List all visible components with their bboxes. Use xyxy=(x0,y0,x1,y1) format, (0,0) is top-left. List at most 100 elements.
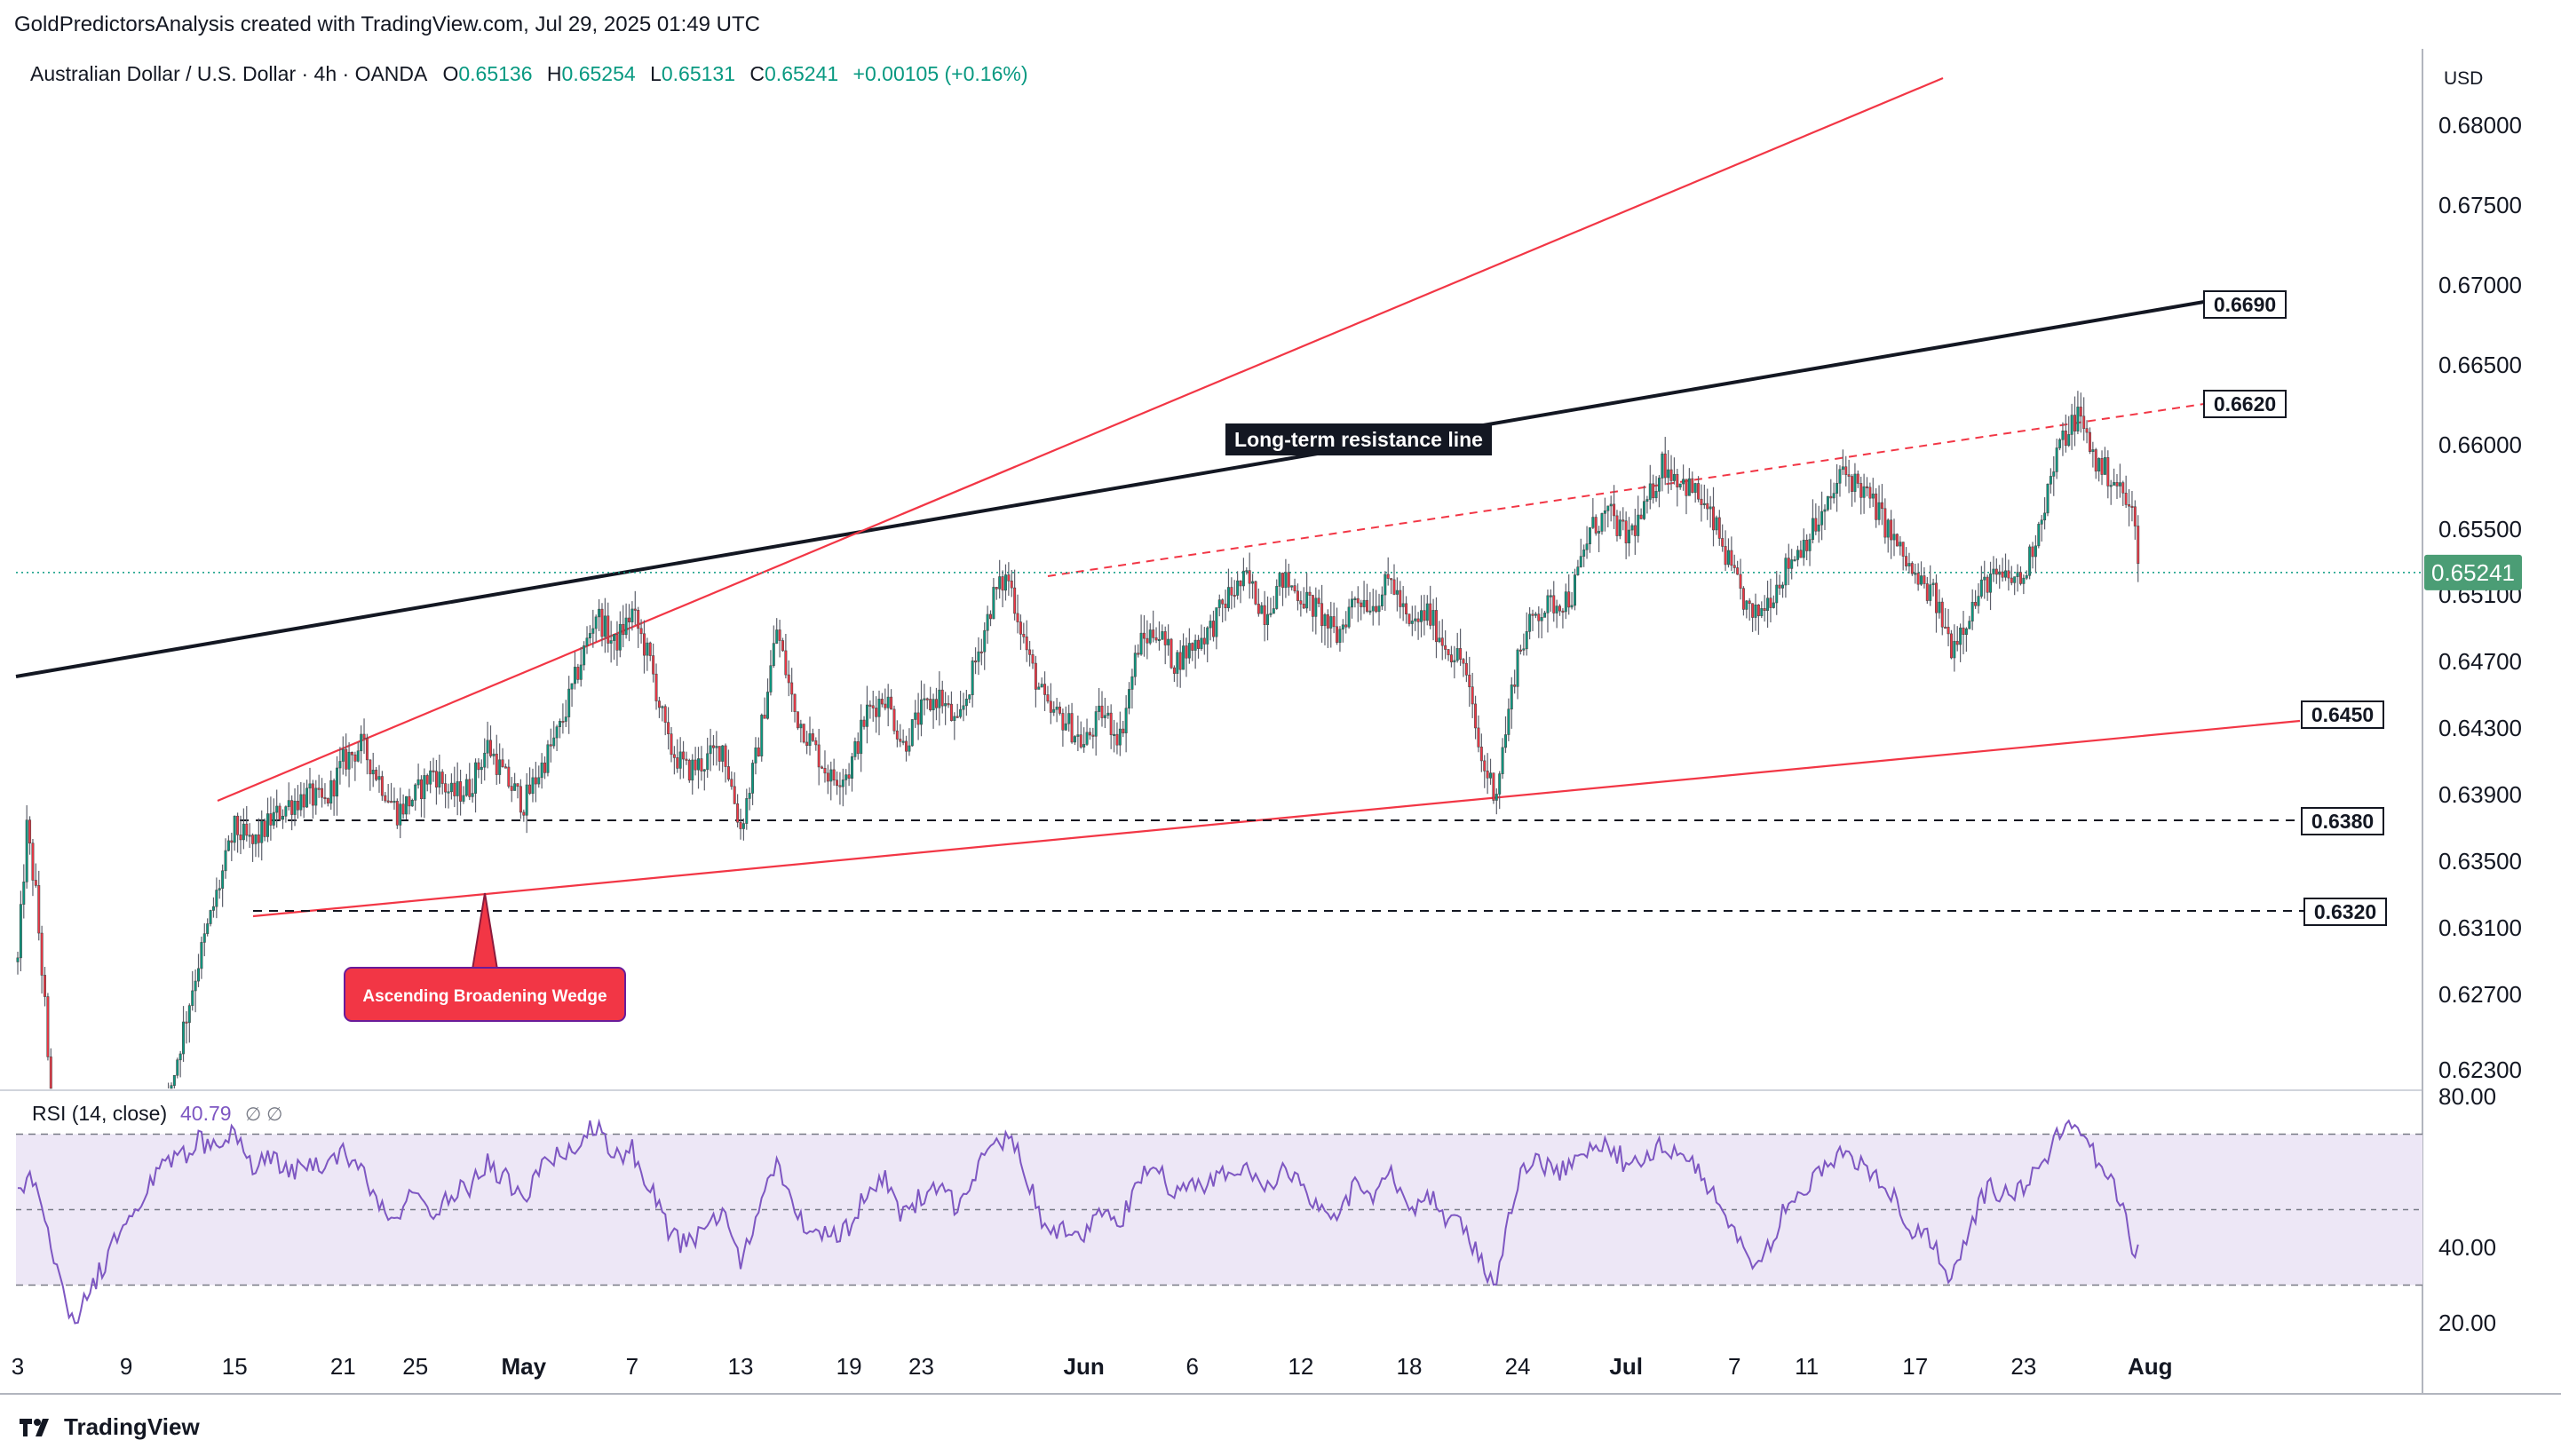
candle-down xyxy=(700,758,703,772)
candle-down xyxy=(730,779,733,787)
candle-down xyxy=(1263,605,1266,625)
candle-up xyxy=(2013,576,2017,583)
candle-down xyxy=(1721,538,1725,547)
candle-down xyxy=(2073,415,2076,431)
candle-down xyxy=(838,785,842,787)
candle-up xyxy=(449,782,453,793)
candle-up xyxy=(1215,607,1218,637)
candle-up xyxy=(1588,526,1591,544)
candle-up xyxy=(1206,627,1209,645)
candle-down xyxy=(1763,608,1766,611)
symbol-legend[interactable]: Australian Dollar / U.S. Dollar · 4h · O… xyxy=(30,62,1027,86)
candle-up xyxy=(1341,624,1344,630)
candle-up xyxy=(2076,407,2080,431)
candle-up xyxy=(721,745,725,762)
candle-down xyxy=(1320,603,1324,627)
candle-up xyxy=(182,1021,186,1055)
candle-up xyxy=(1687,478,1691,496)
candle-down xyxy=(1079,734,1082,748)
candle-up xyxy=(281,815,284,820)
candle-down xyxy=(380,776,384,796)
candle-down xyxy=(1730,550,1733,566)
candle-up xyxy=(1501,747,1504,774)
candle-up xyxy=(1585,543,1589,550)
candle-up xyxy=(1817,524,1820,532)
candle-up xyxy=(1037,686,1041,690)
time-tick-label: 24 xyxy=(1505,1353,1531,1380)
candle-up xyxy=(1754,604,1757,618)
candle-up xyxy=(170,1085,173,1089)
candle-up xyxy=(1793,559,1796,562)
candle-down xyxy=(1146,637,1149,644)
candle-up xyxy=(1139,632,1143,655)
candle-up xyxy=(1760,608,1764,616)
candle-up xyxy=(1693,483,1697,494)
candle-up xyxy=(1516,649,1519,687)
candle-up xyxy=(1781,584,1785,589)
symbol-name: Australian Dollar / U.S. Dollar · 4h · O… xyxy=(30,62,427,85)
candle-up xyxy=(16,957,20,962)
candle-up xyxy=(1085,732,1089,745)
candle-down xyxy=(1483,760,1487,772)
candle-down xyxy=(1829,495,1833,499)
candle-up xyxy=(559,721,561,727)
candle-down xyxy=(875,708,878,717)
candle-down xyxy=(654,673,658,701)
candle-down xyxy=(974,661,978,663)
candle-up xyxy=(1983,576,1986,581)
candle-up xyxy=(1989,574,1993,593)
candle-down xyxy=(1308,591,1312,596)
candle-up xyxy=(2025,574,2028,579)
candle-down xyxy=(826,772,829,782)
candle-up xyxy=(1118,728,1122,746)
candle-up xyxy=(964,699,968,707)
candle-down xyxy=(1769,597,1772,608)
candle-up xyxy=(908,745,911,752)
candle-up xyxy=(1672,473,1676,481)
time-tick-label: 12 xyxy=(1288,1353,1313,1380)
candle-down xyxy=(947,703,950,706)
candle-down xyxy=(1724,546,1727,566)
candle-down xyxy=(733,786,736,804)
candle-up xyxy=(360,733,363,752)
candle-up xyxy=(1236,580,1240,596)
candle-up xyxy=(1098,705,1101,712)
candle-down xyxy=(1356,597,1360,604)
candle-down xyxy=(2088,431,2091,452)
candle-up xyxy=(356,750,360,762)
candle-down xyxy=(1486,771,1489,779)
candle-up xyxy=(841,779,844,787)
candle-up xyxy=(1076,734,1080,737)
candle-down xyxy=(805,741,809,747)
candle-up xyxy=(1964,628,1968,636)
ohlc-open-label: O xyxy=(442,62,459,85)
candle-down xyxy=(1923,575,1926,584)
time-tick-label: 21 xyxy=(330,1353,356,1380)
candle-up xyxy=(215,890,218,907)
candle-down xyxy=(880,699,884,705)
candle-up xyxy=(2118,482,2121,487)
time-tick-label: 13 xyxy=(728,1353,754,1380)
candle-down xyxy=(1142,632,1146,639)
price-tick-label: 0.62700 xyxy=(2438,981,2522,1008)
candle-up xyxy=(1549,595,1552,597)
candle-down xyxy=(1986,576,1989,593)
candle-up xyxy=(1938,601,1941,613)
candle-down xyxy=(528,784,532,795)
candle-up xyxy=(1977,596,1980,606)
candle-up xyxy=(1353,597,1357,600)
resistance-label-box xyxy=(1225,423,1492,455)
candle-down xyxy=(1471,686,1474,705)
candle-up xyxy=(2040,519,2043,525)
candle-up xyxy=(546,744,550,773)
candle-down xyxy=(1034,662,1037,690)
candle-down xyxy=(790,682,794,695)
candle-down xyxy=(40,932,44,976)
level-tag-label: 0.6690 xyxy=(2214,293,2276,316)
candle-up xyxy=(1082,744,1086,748)
candle-down xyxy=(576,667,580,680)
candle-down xyxy=(2124,493,2128,505)
tradingview-brand[interactable]: TradingView xyxy=(20,1413,200,1441)
candle-down xyxy=(1257,604,1260,614)
